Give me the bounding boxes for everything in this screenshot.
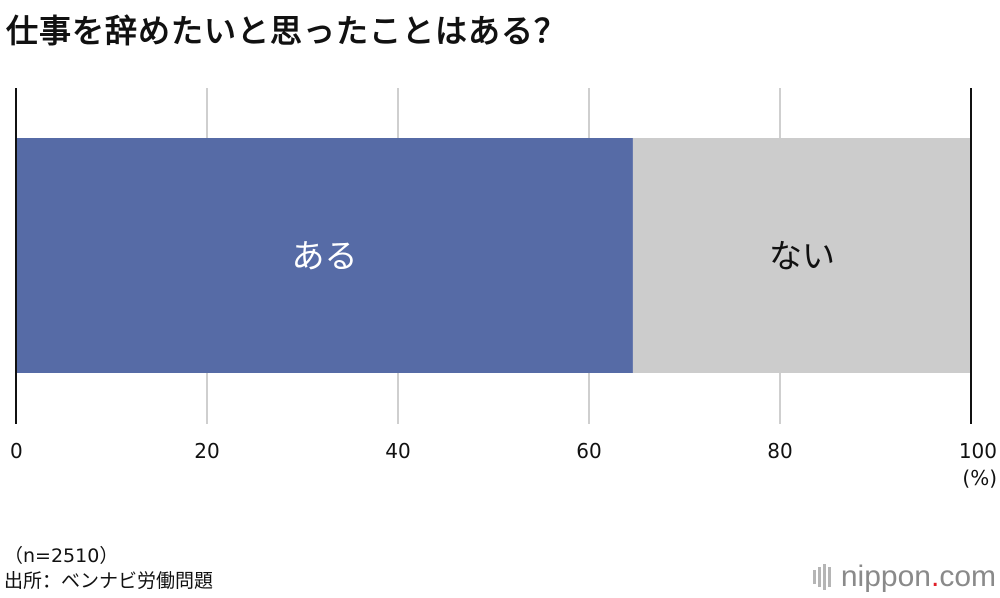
- logo-text-tail: com: [939, 560, 996, 593]
- bar-segment: [16, 138, 633, 373]
- x-unit-label: (%): [962, 466, 997, 490]
- logo-text-dot: .: [930, 560, 940, 593]
- bar-label: ない: [769, 237, 835, 276]
- x-tick-label: 40: [385, 439, 410, 463]
- logo-text-main: nippon: [840, 560, 931, 593]
- chart-title: 仕事を辞めたいと思ったことはある？: [6, 12, 568, 50]
- bar-segment: [632, 138, 971, 373]
- sample-size-note: （n=2510）: [4, 545, 119, 567]
- x-tick-label: 20: [194, 439, 219, 463]
- axis-layer: [15, 88, 972, 424]
- source-note: 出所：ベンナビ労働問題: [4, 570, 214, 592]
- logo-bars-icon: [812, 564, 833, 590]
- x-tick-label: 80: [767, 439, 792, 463]
- bar-label: ある: [291, 237, 357, 276]
- x-tick-label: 60: [576, 439, 601, 463]
- bar-layer: ある ない: [16, 138, 971, 373]
- bar-chart: ある ない 0 20 40 60 80 100 (%): [10, 88, 997, 490]
- nippon-com-logo: nippon. com: [812, 560, 996, 594]
- x-tick-label: 0: [10, 439, 23, 463]
- x-tick-label: 100: [959, 439, 997, 463]
- tick-labels: 0 20 40 60 80 100 (%): [10, 439, 997, 490]
